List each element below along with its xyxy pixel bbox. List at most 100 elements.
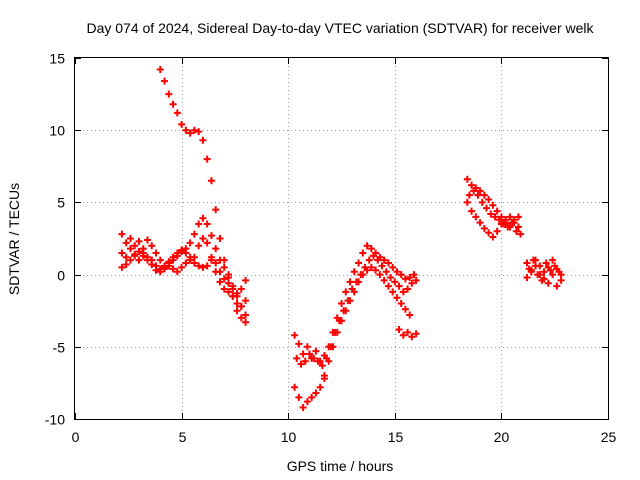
- series-arc-9: [395, 325, 420, 341]
- data-point: [165, 258, 173, 266]
- data-point: [203, 239, 211, 247]
- data-point: [143, 236, 151, 244]
- data-point: [237, 314, 245, 322]
- data-point: [216, 278, 224, 286]
- data-point: [195, 262, 203, 270]
- data-point: [216, 268, 224, 276]
- y-tick-label: -5: [53, 340, 66, 356]
- data-point: [190, 126, 198, 134]
- data-point: [316, 383, 324, 391]
- data-point: [546, 266, 554, 274]
- data-point: [374, 256, 382, 264]
- data-point: [169, 100, 177, 108]
- data-point: [476, 219, 484, 227]
- data-point: [342, 288, 350, 296]
- data-point: [395, 325, 403, 333]
- data-point: [478, 198, 486, 206]
- data-point: [152, 249, 160, 257]
- data-point: [391, 278, 399, 286]
- data-point: [178, 246, 186, 254]
- data-point: [359, 249, 367, 257]
- data-point: [514, 213, 522, 221]
- data-point: [557, 276, 565, 284]
- data-point: [173, 249, 181, 257]
- data-point: [500, 220, 508, 228]
- data-point: [220, 256, 228, 264]
- plot-frame: [74, 57, 609, 420]
- data-point: [472, 213, 480, 221]
- y-tick-labels: -10 -5 0 5 10 15: [45, 51, 65, 428]
- data-point: [126, 256, 134, 264]
- data-point: [506, 213, 514, 221]
- data-point: [139, 252, 147, 260]
- data-point: [555, 268, 563, 276]
- data-point: [523, 273, 531, 281]
- data-point: [489, 233, 497, 241]
- data-point: [242, 297, 250, 305]
- data-point: [401, 275, 409, 283]
- data-point: [233, 299, 241, 307]
- data-point: [207, 177, 215, 185]
- data-point: [169, 265, 177, 273]
- data-point: [549, 271, 557, 279]
- data-point: [299, 350, 307, 358]
- data-point: [350, 288, 358, 296]
- data-point: [378, 262, 386, 270]
- data-point: [207, 256, 215, 264]
- data-point: [372, 266, 380, 274]
- data-point: [131, 252, 139, 260]
- data-point: [186, 239, 194, 247]
- data-point: [485, 229, 493, 237]
- data-point: [399, 331, 407, 339]
- data-point: [544, 279, 552, 287]
- data-point: [293, 354, 301, 362]
- data-point: [523, 259, 531, 267]
- data-point: [318, 362, 326, 370]
- data-point: [538, 276, 546, 284]
- data-point: [165, 90, 173, 98]
- data-point: [408, 279, 416, 287]
- data-point: [118, 230, 126, 238]
- data-point: [199, 214, 207, 222]
- data-point: [540, 268, 548, 276]
- data-point: [212, 245, 220, 253]
- x-axis-label: GPS time / hours: [287, 458, 394, 474]
- series-arc-8: [320, 263, 414, 380]
- data-point: [148, 256, 156, 264]
- data-point: [242, 318, 250, 326]
- data-point: [178, 120, 186, 128]
- data-points: [118, 66, 565, 411]
- data-point: [131, 242, 139, 250]
- data-point: [393, 268, 401, 276]
- data-point: [536, 262, 544, 270]
- data-point: [291, 331, 299, 339]
- data-point: [412, 330, 420, 338]
- data-point: [508, 219, 516, 227]
- data-point: [156, 265, 164, 273]
- data-point: [387, 273, 395, 281]
- data-point: [482, 204, 490, 212]
- data-point: [325, 357, 333, 365]
- data-point: [495, 216, 503, 224]
- data-point: [190, 230, 198, 238]
- y-tick-label: 0: [57, 268, 65, 284]
- data-point: [182, 259, 190, 267]
- series-arc-7: [291, 375, 328, 411]
- data-point: [367, 263, 375, 271]
- data-point: [487, 210, 495, 218]
- data-point: [308, 393, 316, 401]
- data-point: [295, 340, 303, 348]
- data-point: [493, 207, 501, 215]
- data-point: [395, 282, 403, 290]
- data-point: [355, 259, 363, 267]
- data-point: [195, 128, 203, 136]
- data-point: [465, 191, 473, 199]
- x-tick-label: 10: [281, 429, 297, 445]
- data-point: [468, 207, 476, 215]
- data-point: [517, 230, 525, 238]
- data-point: [342, 307, 350, 315]
- data-point: [389, 288, 397, 296]
- data-point: [553, 282, 561, 290]
- data-point: [474, 191, 482, 199]
- axis-ticks: [75, 58, 609, 420]
